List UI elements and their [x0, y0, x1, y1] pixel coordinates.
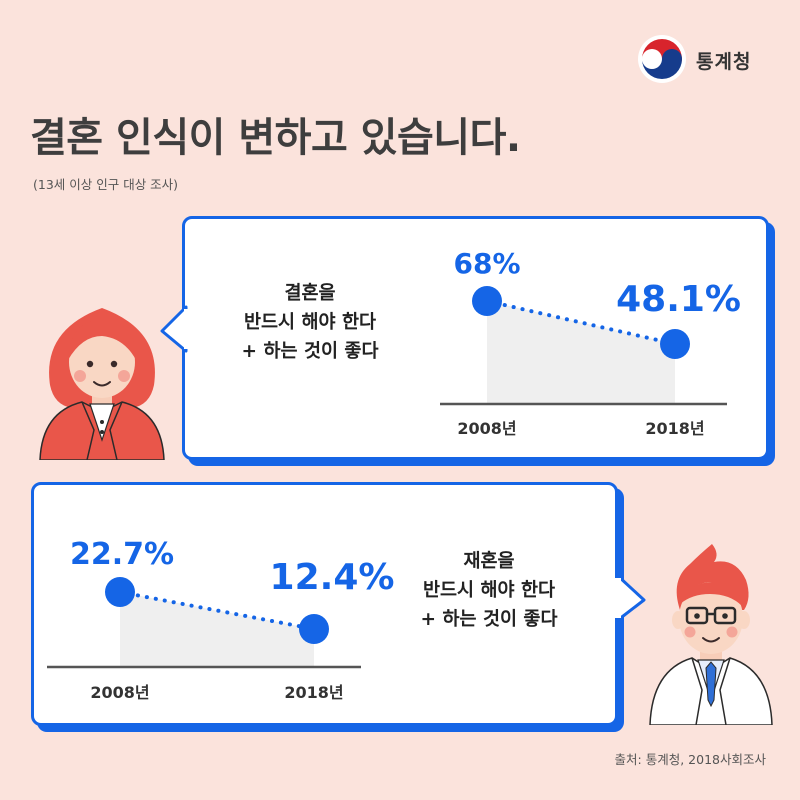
x-tick-label: 2008년	[90, 683, 149, 702]
chart-area	[487, 301, 675, 404]
page-subtitle: (13세 이상 인구 대상 조사)	[33, 177, 179, 192]
x-tick-label: 2008년	[457, 419, 516, 438]
label-line: + 하는 것이 좋다	[241, 341, 379, 362]
man-avatar-icon	[649, 544, 773, 725]
chart-label-marriage: 결혼을 반드시 해야 한다 + 하는 것이 좋다	[215, 279, 405, 366]
chart-label-remarriage: 재혼을 반드시 해야 한다 + 하는 것이 좋다	[389, 547, 589, 634]
chart-marriage: 68% 48.1% 2008년 2018년	[440, 247, 741, 438]
x-tick-label: 2018년	[645, 419, 704, 438]
woman-avatar-icon	[39, 308, 165, 460]
org-logo: 통계청	[636, 33, 776, 87]
taegeuk-logo-icon	[638, 35, 686, 83]
org-name: 통계청	[696, 51, 752, 73]
data-point	[105, 577, 135, 607]
speech-tail-remarriage	[614, 574, 646, 622]
data-point	[472, 286, 502, 316]
source-note: 출처: 통계청, 2018사회조사	[614, 752, 766, 767]
series-line	[118, 590, 316, 631]
chart-area	[120, 592, 314, 667]
label-line: 결혼을	[284, 283, 336, 304]
chart-remarriage: 22.7% 12.4% 2008년 2018년	[47, 537, 395, 702]
label-line: 반드시 해야 한다	[422, 580, 556, 601]
data-label: 48.1%	[616, 279, 741, 320]
page-title: 결혼 인식이 변하고 있습니다.	[30, 115, 521, 161]
data-label: 68%	[453, 247, 520, 280]
label-line: 반드시 해야 한다	[243, 312, 377, 333]
data-point	[299, 614, 329, 644]
data-point	[660, 329, 690, 359]
label-line: + 하는 것이 좋다	[420, 609, 558, 630]
x-tick-label: 2018년	[284, 683, 343, 702]
chart-card-remarriage: 22.7% 12.4% 2008년 2018년 재혼을 반드시 해야 한다 + 하는 …	[31, 482, 618, 726]
speech-tail-marriage	[160, 305, 190, 353]
label-line: 재혼을	[463, 551, 515, 572]
data-label: 12.4%	[270, 557, 395, 598]
chart-card-marriage: 68% 48.1% 2008년 2018년 결혼을 반드시 해야 한다 + 하는 것이…	[182, 216, 769, 460]
data-label: 22.7%	[70, 537, 174, 572]
